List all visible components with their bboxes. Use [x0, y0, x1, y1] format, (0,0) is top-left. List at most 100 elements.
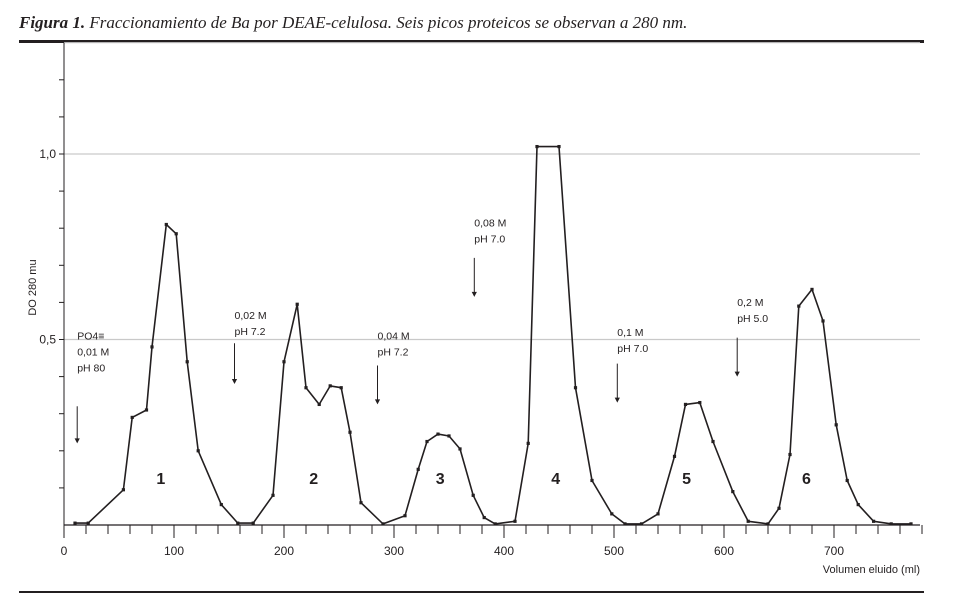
- data-point: [150, 345, 154, 349]
- elution-curve: [73, 144, 913, 526]
- annotation-text: 0,1 M: [617, 327, 643, 339]
- x-axis-title: Volumen eluido (ml): [823, 564, 920, 576]
- data-point: [196, 449, 200, 453]
- data-point: [339, 386, 343, 390]
- buffer-annotations: PO4≡0,01 MpH 800,02 MpH 7.2 0,04 MpH 7.20…: [74, 217, 768, 444]
- x-tick-label: 100: [164, 544, 184, 558]
- annotation-text: pH 7.2: [378, 347, 409, 359]
- data-point: [295, 302, 299, 306]
- data-point: [219, 502, 223, 507]
- data-point: [639, 522, 644, 526]
- buffer-annotation: PO4≡ 0,01 M pH 80: [74, 331, 109, 444]
- data-point: [471, 493, 475, 497]
- buffer-annotation: 0,2 M pH 5.0: [734, 297, 768, 377]
- data-point: [746, 519, 750, 523]
- data-point: [403, 514, 407, 518]
- data-point: [425, 439, 429, 444]
- x-tick-label: 300: [384, 544, 404, 558]
- data-point: [573, 386, 578, 390]
- data-point: [845, 478, 849, 483]
- annotation-text: PO4≡: [77, 331, 104, 343]
- top-rule: [19, 40, 924, 43]
- annotation-text: pH 80: [77, 363, 105, 375]
- data-point: [381, 522, 385, 526]
- annotation-text: 0,04 M: [378, 331, 410, 343]
- data-point: [872, 519, 876, 523]
- data-point: [185, 360, 189, 364]
- data-point: [810, 287, 814, 292]
- data-point: [777, 506, 781, 510]
- peak-label: 5: [682, 471, 691, 488]
- elution-line: [75, 145, 911, 525]
- data-point: [236, 521, 240, 525]
- data-point: [909, 522, 913, 526]
- data-point: [482, 515, 486, 520]
- y-tick-label: 1,0: [39, 147, 56, 161]
- data-point: [590, 478, 594, 483]
- data-point: [458, 447, 462, 451]
- data-point: [834, 423, 838, 427]
- data-point: [251, 521, 255, 525]
- peak-label: 3: [436, 471, 445, 488]
- data-point: [493, 522, 497, 526]
- x-tick-label: 200: [274, 544, 294, 558]
- data-point: [513, 519, 517, 523]
- arrow-down-icon: [374, 399, 381, 405]
- data-point: [672, 454, 677, 458]
- data-point: [623, 522, 627, 526]
- axes: 0,5 1,0 DO 280 mu 0 100 200 300 400 500 600 700 Vol…: [27, 42, 923, 576]
- data-point: [416, 467, 420, 471]
- buffer-annotation: 0,1 M pH 7.0: [614, 327, 648, 403]
- arrow-down-icon: [614, 397, 620, 403]
- data-point: [271, 493, 275, 497]
- annotation-text: 0,08 M: [474, 217, 506, 229]
- data-point: [328, 384, 332, 388]
- data-point: [698, 400, 702, 405]
- data-point: [164, 222, 168, 227]
- annotation-text: 0,02 M: [235, 310, 267, 322]
- data-point: [731, 490, 735, 494]
- buffer-annotation: 0,04 M pH 7.2: [374, 331, 410, 405]
- data-point: [526, 441, 530, 445]
- annotation-text: 0,2 M: [737, 297, 763, 309]
- data-point: [557, 144, 561, 149]
- annotation-text: pH 7.0: [474, 233, 505, 245]
- annotation-text: pH 7.0: [617, 343, 648, 355]
- data-point: [348, 430, 352, 434]
- peak-label: 2: [309, 471, 318, 488]
- data-point: [821, 319, 825, 323]
- data-point: [447, 434, 451, 438]
- data-point: [317, 402, 321, 407]
- peak-label: 6: [802, 471, 811, 488]
- x-tick-label: 0: [61, 544, 68, 558]
- data-point: [797, 304, 801, 308]
- arrow-down-icon: [471, 291, 477, 297]
- data-point: [144, 408, 149, 412]
- x-tick-label: 700: [824, 544, 844, 558]
- data-point: [656, 512, 660, 516]
- y-axis-title: DO 280 mu: [27, 259, 39, 315]
- annotation-text: pH 5.0: [737, 313, 768, 325]
- buffer-annotation: 0,08 M pH 7.0: [471, 217, 506, 297]
- grid-lines: [64, 42, 920, 341]
- peak-label: 4: [551, 471, 560, 488]
- data-point: [535, 144, 539, 149]
- arrow-down-icon: [231, 379, 238, 385]
- data-point: [683, 402, 688, 407]
- data-point: [73, 521, 77, 525]
- data-point: [304, 386, 308, 390]
- data-point: [436, 432, 440, 436]
- figure-caption: Figura 1. Fraccionamiento de Ba por DEAE…: [19, 13, 687, 33]
- x-tick-label: 400: [494, 544, 514, 558]
- data-point: [174, 232, 178, 236]
- figure-caption-text: Fraccionamiento de Ba por DEAE-celulosa.…: [85, 13, 688, 32]
- arrow-down-icon: [74, 438, 80, 444]
- data-point: [711, 439, 715, 444]
- bottom-rule: [19, 591, 924, 593]
- data-point: [359, 501, 363, 505]
- data-point: [86, 521, 90, 525]
- peak-label: 1: [156, 471, 165, 488]
- data-point: [889, 522, 893, 526]
- figure-caption-lead: Figura 1.: [19, 13, 86, 32]
